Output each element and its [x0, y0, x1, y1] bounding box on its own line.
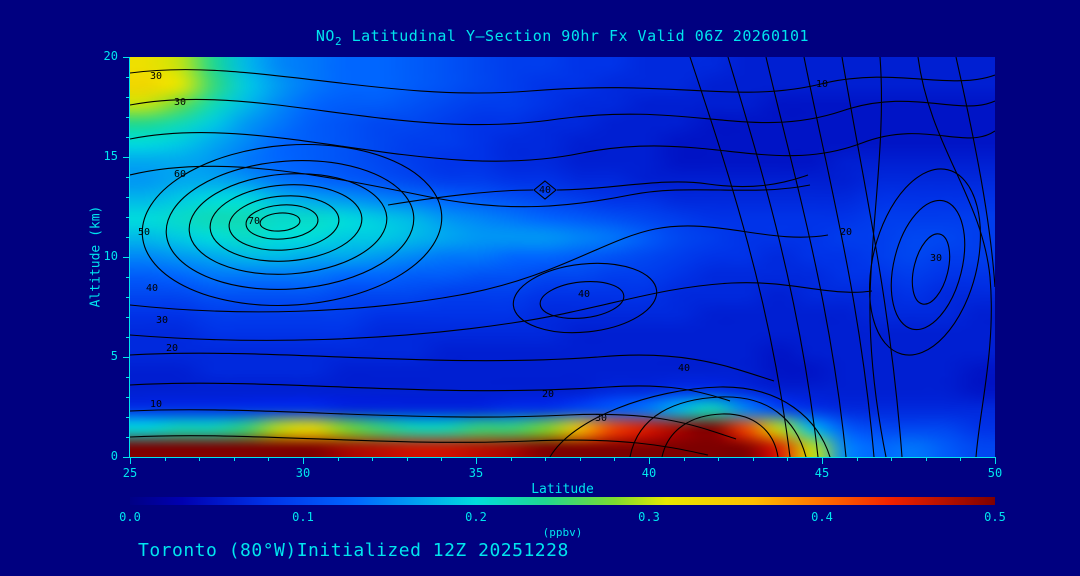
heatmap-field	[130, 57, 995, 457]
colorbar	[130, 497, 995, 505]
y-axis-line	[129, 57, 130, 458]
y-minor-tick	[126, 77, 129, 78]
y-minor-tick	[126, 137, 129, 138]
x-minor-tick	[960, 458, 962, 461]
x-tick-label: 30	[295, 466, 311, 480]
x-tick-label: 45	[814, 466, 830, 480]
y-minor-tick	[126, 337, 129, 338]
y-major-tick	[123, 357, 129, 358]
x-minor-tick	[199, 458, 201, 461]
y-tick-label: 0	[110, 449, 118, 463]
x-major-tick	[303, 458, 304, 464]
chart-title-species: NO	[315, 27, 335, 45]
colorbar-units: (ppbv)	[542, 526, 583, 539]
x-tick-label: 25	[122, 466, 138, 480]
y-minor-tick	[126, 237, 129, 238]
y-major-tick	[123, 57, 129, 58]
colorbar-tick-label: 0.3	[638, 510, 660, 524]
y-minor-tick	[126, 177, 129, 178]
x-minor-tick	[510, 458, 512, 461]
y-minor-tick	[126, 297, 129, 298]
x-minor-tick	[614, 458, 616, 461]
y-tick-label: 5	[110, 349, 118, 363]
x-minor-tick	[164, 458, 166, 461]
x-axis-title: Latitude	[531, 482, 594, 497]
y-minor-tick	[126, 197, 129, 198]
x-minor-tick	[268, 458, 270, 461]
x-minor-tick	[579, 458, 581, 461]
x-minor-tick	[337, 458, 339, 461]
x-minor-tick	[545, 458, 547, 461]
y-minor-tick	[126, 377, 129, 378]
x-minor-tick	[233, 458, 235, 461]
y-tick-label: 10	[103, 249, 118, 263]
x-minor-tick	[787, 458, 789, 461]
colorbar-tick-label: 0.4	[811, 510, 833, 524]
y-tick-label: 15	[103, 149, 118, 163]
x-tick-label: 35	[468, 466, 484, 480]
colorbar-tick-label: 0.1	[292, 510, 314, 524]
chart-title-subscript: 2	[334, 35, 343, 48]
x-major-tick	[130, 458, 131, 464]
x-minor-tick	[891, 458, 893, 461]
y-minor-tick	[126, 437, 129, 438]
y-tick-label: 20	[103, 49, 118, 63]
y-major-tick	[123, 157, 129, 158]
x-major-tick	[822, 458, 823, 464]
x-minor-tick	[441, 458, 443, 461]
x-tick-label: 50	[987, 466, 1003, 480]
x-tick-label: 40	[641, 466, 657, 480]
y-minor-tick	[126, 317, 129, 318]
y-minor-tick	[126, 97, 129, 98]
x-major-tick	[649, 458, 650, 464]
colorbar-tick-label: 0.0	[119, 510, 141, 524]
y-minor-tick	[126, 277, 129, 278]
x-minor-tick	[683, 458, 685, 461]
x-minor-tick	[372, 458, 374, 461]
x-minor-tick	[856, 458, 858, 461]
x-major-tick	[476, 458, 477, 464]
x-axis-line	[129, 457, 996, 458]
x-major-tick	[995, 458, 996, 464]
y-major-tick	[123, 257, 129, 258]
y-minor-tick	[126, 417, 129, 418]
x-minor-tick	[718, 458, 720, 461]
x-minor-tick	[925, 458, 927, 461]
chart-title: NO2 Latitudinal Y—Section 90hr Fx Valid …	[130, 27, 995, 48]
model-init-info: Toronto (80°W)Initialized 12Z 20251228	[138, 540, 569, 561]
x-minor-tick	[752, 458, 754, 461]
colorbar-tick-label: 0.5	[984, 510, 1006, 524]
y-major-tick	[123, 457, 129, 458]
y-minor-tick	[126, 117, 129, 118]
y-minor-tick	[126, 217, 129, 218]
colorbar-tick-label: 0.2	[465, 510, 487, 524]
x-minor-tick	[406, 458, 408, 461]
y-minor-tick	[126, 397, 129, 398]
chart-title-text: Latitudinal Y—Section 90hr Fx Valid 06Z …	[342, 27, 810, 45]
